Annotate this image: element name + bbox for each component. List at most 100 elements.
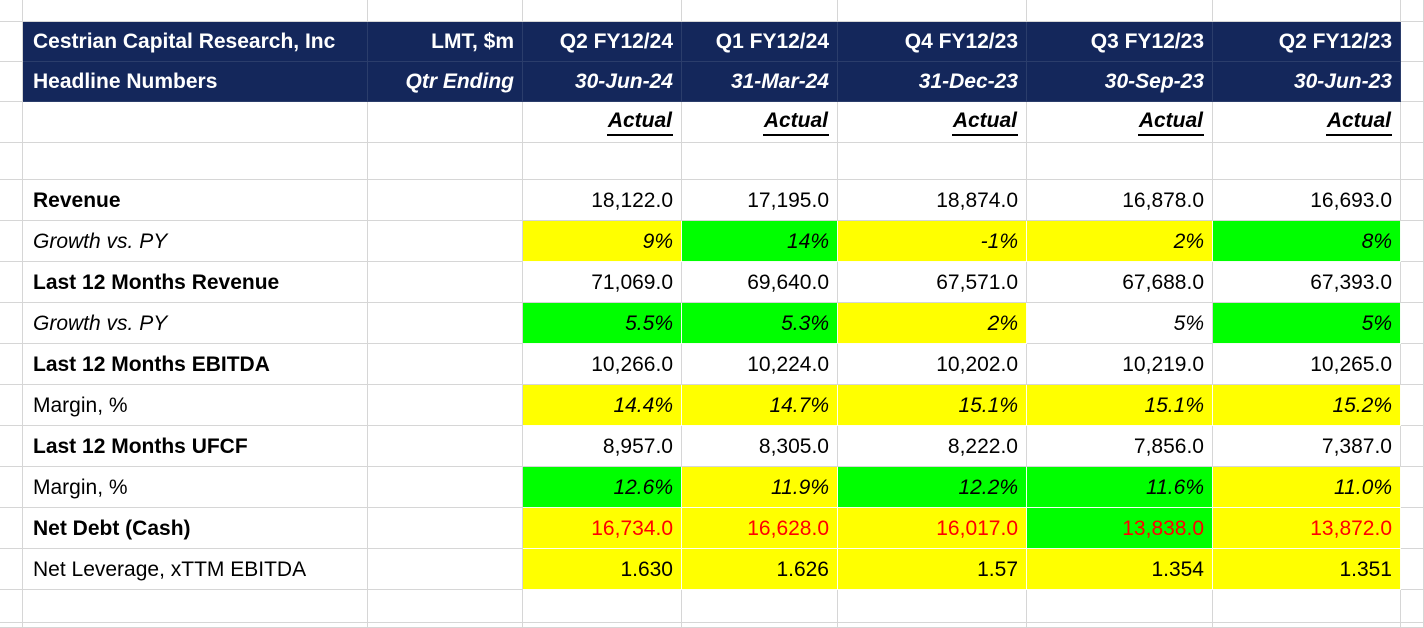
- row-label-text: Last 12 Months UFCF: [33, 434, 248, 458]
- value-cell[interactable]: 12.2%: [838, 467, 1027, 508]
- value-cell-text: 15.1%: [958, 393, 1018, 417]
- report-subtitle-text: Headline Numbers: [33, 70, 218, 93]
- value-cell[interactable]: 10,224.0: [682, 344, 838, 385]
- value-cell[interactable]: 67,688.0: [1027, 262, 1213, 303]
- status-actual[interactable]: Actual: [1027, 102, 1213, 143]
- row-label[interactable]: Revenue: [23, 180, 368, 221]
- value-cell[interactable]: 1.351: [1213, 549, 1401, 590]
- row-label[interactable]: Growth vs. PY: [23, 303, 368, 344]
- value-cell[interactable]: 16,628.0: [682, 508, 838, 549]
- value-cell[interactable]: 16,017.0: [838, 508, 1027, 549]
- value-cell[interactable]: 16,693.0: [1213, 180, 1401, 221]
- blank-cell: [23, 590, 368, 623]
- blank-cell: [0, 303, 23, 344]
- value-cell[interactable]: 69,640.0: [682, 262, 838, 303]
- row-label[interactable]: Last 12 Months EBITDA: [23, 344, 368, 385]
- period-end-date[interactable]: 31-Mar-24: [682, 62, 838, 102]
- value-cell[interactable]: 1.630: [523, 549, 682, 590]
- value-cell[interactable]: 10,265.0: [1213, 344, 1401, 385]
- value-cell[interactable]: 13,838.0: [1027, 508, 1213, 549]
- period-end-date[interactable]: 30-Sep-23: [1027, 62, 1213, 102]
- value-cell[interactable]: 11.0%: [1213, 467, 1401, 508]
- value-cell[interactable]: -1%: [838, 221, 1027, 262]
- value-cell[interactable]: 10,219.0: [1027, 344, 1213, 385]
- value-cell[interactable]: 9%: [523, 221, 682, 262]
- value-cell-text: 12.6%: [613, 475, 673, 499]
- value-cell-text: 8,222.0: [947, 434, 1018, 458]
- period-header[interactable]: Q1 FY12/24: [682, 22, 838, 62]
- period-end-date[interactable]: 30-Jun-23: [1213, 62, 1401, 102]
- company-title[interactable]: Cestrian Capital Research, Inc: [23, 22, 368, 62]
- value-cell[interactable]: 5%: [1027, 303, 1213, 344]
- value-cell[interactable]: 2%: [1027, 221, 1213, 262]
- value-cell[interactable]: 8,222.0: [838, 426, 1027, 467]
- ticker-unit-label[interactable]: LMT, $m: [368, 22, 523, 62]
- value-cell[interactable]: 10,266.0: [523, 344, 682, 385]
- row-label[interactable]: Margin, %: [23, 467, 368, 508]
- status-actual[interactable]: Actual: [523, 102, 682, 143]
- row-label[interactable]: Last 12 Months Revenue: [23, 262, 368, 303]
- value-cell[interactable]: 8%: [1213, 221, 1401, 262]
- value-cell[interactable]: 15.1%: [838, 385, 1027, 426]
- period-header[interactable]: Q2 FY12/23: [1213, 22, 1401, 62]
- value-cell[interactable]: 16,878.0: [1027, 180, 1213, 221]
- value-cell[interactable]: 1.626: [682, 549, 838, 590]
- value-cell[interactable]: 8,957.0: [523, 426, 682, 467]
- value-cell[interactable]: 67,393.0: [1213, 262, 1401, 303]
- value-cell-text: 18,122.0: [591, 188, 673, 212]
- blank-cell: [368, 508, 523, 549]
- value-cell[interactable]: 16,734.0: [523, 508, 682, 549]
- status-actual[interactable]: Actual: [1213, 102, 1401, 143]
- row-label[interactable]: Net Leverage, xTTM EBITDA: [23, 549, 368, 590]
- status-actual[interactable]: Actual: [682, 102, 838, 143]
- blank-cell: [368, 0, 523, 22]
- row-label[interactable]: Net Debt (Cash): [23, 508, 368, 549]
- blank-cell: [0, 426, 23, 467]
- period-end-date[interactable]: 31-Dec-23: [838, 62, 1027, 102]
- status-actual[interactable]: Actual: [838, 102, 1027, 143]
- value-cell[interactable]: 5.3%: [682, 303, 838, 344]
- value-cell[interactable]: 12.6%: [523, 467, 682, 508]
- report-subtitle[interactable]: Headline Numbers: [23, 62, 368, 102]
- row-label[interactable]: Growth vs. PY: [23, 221, 368, 262]
- value-cell[interactable]: 18,874.0: [838, 180, 1027, 221]
- qtr-ending-label[interactable]: Qtr Ending: [368, 62, 523, 102]
- period-header[interactable]: Q3 FY12/23: [1027, 22, 1213, 62]
- value-cell[interactable]: 5.5%: [523, 303, 682, 344]
- blank-cell: [0, 22, 23, 62]
- value-cell[interactable]: 10,202.0: [838, 344, 1027, 385]
- value-cell-text: 16,628.0: [747, 516, 829, 540]
- blank-cell: [1401, 549, 1424, 590]
- value-cell-text: 18,874.0: [936, 188, 1018, 212]
- value-cell[interactable]: 2%: [838, 303, 1027, 344]
- blank-cell: [0, 262, 23, 303]
- period-header[interactable]: Q2 FY12/24: [523, 22, 682, 62]
- value-cell[interactable]: 71,069.0: [523, 262, 682, 303]
- value-cell[interactable]: 18,122.0: [523, 180, 682, 221]
- period-header[interactable]: Q4 FY12/23: [838, 22, 1027, 62]
- blank-cell: [523, 0, 682, 22]
- blank-cell: [23, 102, 368, 143]
- value-cell-text: 15.1%: [1144, 393, 1204, 417]
- value-cell[interactable]: 14%: [682, 221, 838, 262]
- value-cell[interactable]: 7,387.0: [1213, 426, 1401, 467]
- value-cell[interactable]: 11.6%: [1027, 467, 1213, 508]
- value-cell[interactable]: 17,195.0: [682, 180, 838, 221]
- value-cell[interactable]: 15.2%: [1213, 385, 1401, 426]
- value-cell[interactable]: 67,571.0: [838, 262, 1027, 303]
- blank-cell: [368, 467, 523, 508]
- value-cell[interactable]: 14.7%: [682, 385, 838, 426]
- value-cell[interactable]: 7,856.0: [1027, 426, 1213, 467]
- value-cell[interactable]: 1.57: [838, 549, 1027, 590]
- value-cell[interactable]: 15.1%: [1027, 385, 1213, 426]
- value-cell[interactable]: 1.354: [1027, 549, 1213, 590]
- value-cell[interactable]: 5%: [1213, 303, 1401, 344]
- period-end-date[interactable]: 30-Jun-24: [523, 62, 682, 102]
- row-label[interactable]: Margin, %: [23, 385, 368, 426]
- blank-cell: [368, 385, 523, 426]
- value-cell[interactable]: 14.4%: [523, 385, 682, 426]
- row-label[interactable]: Last 12 Months UFCF: [23, 426, 368, 467]
- value-cell[interactable]: 8,305.0: [682, 426, 838, 467]
- value-cell[interactable]: 11.9%: [682, 467, 838, 508]
- value-cell[interactable]: 13,872.0: [1213, 508, 1401, 549]
